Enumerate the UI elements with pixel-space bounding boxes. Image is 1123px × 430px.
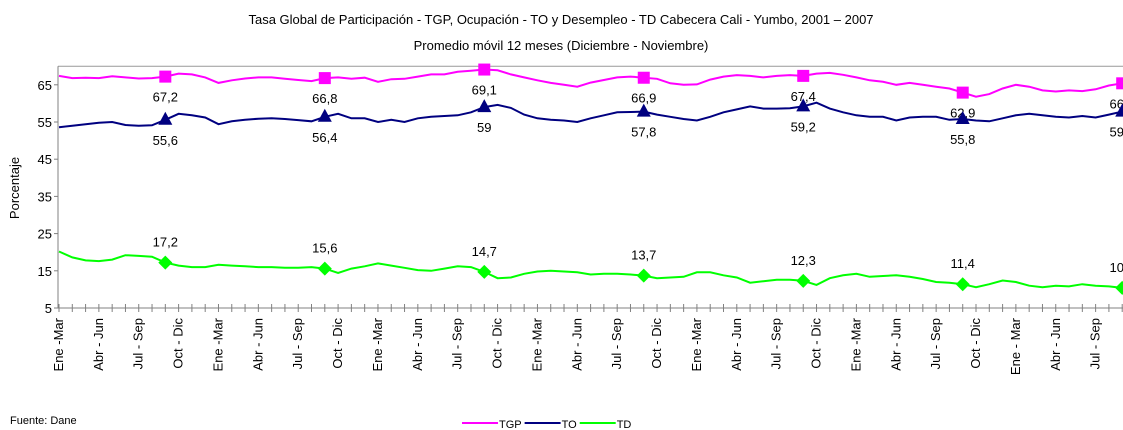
y-tick-label: 5 xyxy=(45,301,52,316)
x-tick-label: Jul - Sep xyxy=(131,318,146,369)
legend-label: TD xyxy=(617,419,632,430)
y-tick-label: 55 xyxy=(38,115,52,130)
x-tick-label: Jul - Sep xyxy=(609,318,624,369)
data-label: 10,1 xyxy=(1110,260,1123,275)
chart-subtitle: Promedio móvil 12 meses (Diciembre - Nov… xyxy=(414,38,709,53)
data-label: 59,2 xyxy=(791,119,816,134)
data-label: 11,4 xyxy=(951,256,975,271)
marker-triangle xyxy=(1115,103,1123,117)
x-tick-label: Abr - Jun xyxy=(729,318,744,371)
marker-triangle xyxy=(636,103,651,117)
x-tick-label: Jul - Sep xyxy=(1088,318,1103,369)
y-tick-label: 35 xyxy=(38,189,52,204)
x-tick-label: Abr - Jun xyxy=(91,318,106,371)
data-label: 17,2 xyxy=(153,235,178,250)
marker-diamond xyxy=(955,277,970,292)
x-tick-label: Abr - Jun xyxy=(410,318,425,371)
legend-label: TGP xyxy=(499,419,522,430)
x-tick-label: Abr - Jun xyxy=(569,318,584,371)
data-label: 67,4 xyxy=(791,89,816,104)
x-tick-label: Jul - Sep xyxy=(769,318,784,369)
marker-square xyxy=(637,71,650,84)
marker-square xyxy=(797,69,810,82)
data-label: 59 xyxy=(477,120,491,135)
x-tick-label: Jul - Sep xyxy=(928,318,943,369)
x-tick-label: Oct - Dic xyxy=(809,318,824,369)
y-tick-label: 25 xyxy=(38,227,52,242)
data-label: 55,8 xyxy=(950,132,975,147)
data-label: 66,9 xyxy=(631,91,656,106)
data-label: 59,3 xyxy=(1110,125,1123,140)
data-label: 66,1 xyxy=(1110,96,1123,111)
data-label: 15,6 xyxy=(312,241,337,256)
data-label: 66,8 xyxy=(312,91,337,106)
marker-square xyxy=(318,72,331,85)
series-line xyxy=(58,101,1123,129)
marker-triangle xyxy=(796,98,811,112)
x-tick-label: Oct - Dic xyxy=(330,318,345,369)
marker-diamond xyxy=(1115,280,1123,295)
x-tick-label: Ene -Mar xyxy=(51,317,66,371)
marker-triangle xyxy=(477,99,492,113)
x-tick-label: Ene -Mar xyxy=(848,317,863,371)
marker-diamond xyxy=(477,264,492,279)
marker-square xyxy=(956,86,969,99)
x-tick-label: Ene - Mar xyxy=(1008,317,1023,375)
marker-square xyxy=(1116,77,1123,90)
series-line xyxy=(58,68,1123,98)
marker-triangle xyxy=(317,108,332,122)
x-tick-label: Abr - Jun xyxy=(1048,318,1063,371)
x-tick-label: Ene -Mar xyxy=(210,317,225,371)
marker-triangle xyxy=(158,111,173,125)
data-label: 67,2 xyxy=(153,90,178,105)
data-label: 12,3 xyxy=(791,253,816,268)
y-tick-label: 15 xyxy=(38,264,52,279)
x-tick-label: Jul - Sep xyxy=(450,318,465,369)
x-tick-label: Oct - Dic xyxy=(171,318,186,369)
x-tick-label: Oct - Dic xyxy=(490,318,505,369)
y-axis-label: Porcentaje xyxy=(7,157,22,219)
marker-triangle xyxy=(955,111,970,125)
marker-diamond xyxy=(796,273,811,288)
data-label: 57,8 xyxy=(631,125,656,140)
marker-diamond xyxy=(158,255,173,270)
data-label: 55,6 xyxy=(153,133,178,148)
x-tick-label: Abr - Jun xyxy=(250,318,265,371)
data-label: 56,4 xyxy=(312,130,337,145)
x-tick-label: Oct - Dic xyxy=(649,318,664,369)
marker-diamond xyxy=(636,268,651,283)
marker-diamond xyxy=(317,261,332,276)
data-label: 14,7 xyxy=(472,244,497,259)
x-tick-label: Ene -Mar xyxy=(689,317,704,371)
data-label: 13,7 xyxy=(631,248,656,263)
y-tick-label: 45 xyxy=(38,152,52,167)
series-line xyxy=(58,250,1123,289)
marker-square xyxy=(478,63,491,76)
source-note: Fuente: Dane xyxy=(10,415,77,427)
x-tick-label: Oct - Dic xyxy=(968,318,983,369)
x-tick-label: Abr - Jun xyxy=(888,318,903,371)
chart-title: Tasa Global de Participación - TGP, Ocup… xyxy=(248,12,873,27)
legend-label: TO xyxy=(562,419,578,430)
x-tick-label: Ene -Mar xyxy=(529,317,544,371)
data-label: 69,1 xyxy=(472,83,497,98)
x-tick-label: Ene -Mar xyxy=(370,317,385,371)
y-tick-label: 65 xyxy=(38,78,52,93)
x-tick-label: Jul - Sep xyxy=(290,318,305,369)
marker-square xyxy=(159,70,172,83)
